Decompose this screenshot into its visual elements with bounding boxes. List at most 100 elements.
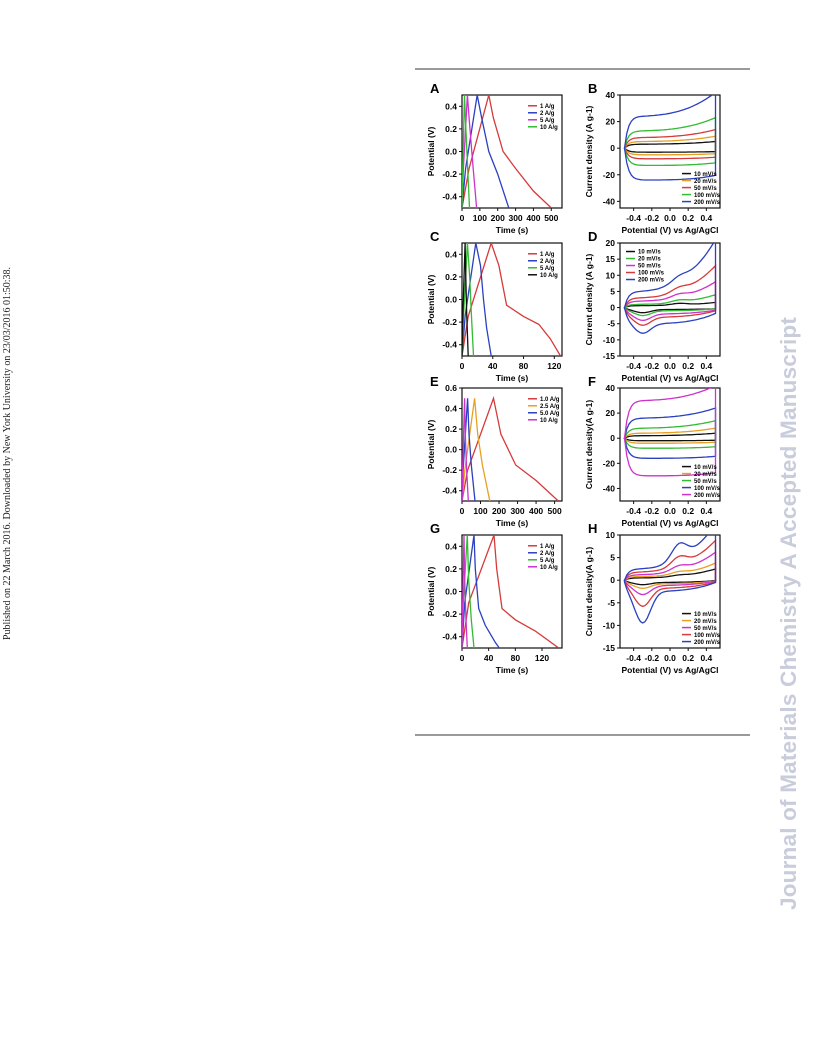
legend-label: 20 mV/s (694, 619, 717, 625)
y-tick-label: -10 (603, 620, 616, 630)
x-tick-label: 500 (544, 213, 558, 223)
x-tick-label: 40 (484, 653, 494, 663)
y-tick-label: 0.6 (445, 383, 457, 393)
y-tick-label: 10 (606, 530, 616, 540)
x-tick-label: 0.0 (664, 213, 676, 223)
series-line (462, 535, 468, 648)
legend-label: 10 mV/s (638, 250, 661, 256)
panel-b: B -0.4 -0.2 0.0 0.2 0.4 40 20 0 -20 -40 Potential (… (584, 81, 721, 235)
y-axis-label: Current density (A g-1) (584, 253, 594, 345)
y-tick-label: -10 (603, 335, 616, 345)
legend-label: 1.0 A/g (540, 397, 560, 403)
series-line (462, 398, 491, 501)
y-tick-label: -5 (607, 319, 615, 329)
y-tick-label: 20 (606, 408, 616, 418)
x-tick-label: 0.4 (700, 506, 712, 516)
y-tick-label: 0.4 (445, 249, 457, 259)
x-axis-label: Potential (V) vs Ag/AgCl (622, 225, 719, 235)
legend-label: 100 mV/s (694, 486, 721, 492)
y-tick-label: 0.2 (445, 124, 457, 134)
legend-label: 10 A/g (540, 125, 558, 131)
legend-label: 2 A/g (540, 259, 555, 265)
series-line (462, 243, 469, 356)
series-line (623, 535, 717, 624)
legend-label: 50 mV/s (694, 479, 717, 485)
x-tick-label: 0.2 (682, 213, 694, 223)
y-tick-label: 0 (610, 143, 615, 153)
x-tick-label: 0.0 (664, 653, 676, 663)
legend-label: 1 A/g (540, 544, 555, 550)
journal-watermark-text: Journal of Materials Chemistry A Accepte… (776, 316, 801, 910)
legend-label: 10 A/g (540, 273, 558, 279)
panel-h: H -0.4 -0.2 0.0 0.2 0.4 10 5 0 -5 -10 -15 Potential … (584, 521, 721, 675)
panel-letter: D (588, 229, 597, 244)
x-tick-label: 80 (511, 653, 521, 663)
x-tick-label: -0.2 (644, 653, 659, 663)
x-axis-label: Time (s) (496, 373, 529, 383)
y-axis-label: Potential (V) (426, 275, 436, 325)
series-line (462, 243, 492, 356)
series-line (462, 398, 469, 501)
panel-letter: A (430, 81, 440, 96)
y-tick-label: -0.4 (442, 340, 457, 350)
x-tick-label: 200 (491, 213, 505, 223)
x-tick-label: -0.4 (626, 506, 641, 516)
x-axis-label: Time (s) (496, 518, 529, 528)
y-axis-label: Potential (V) (426, 127, 436, 177)
download-watermark-text: Published on 22 March 2016. Downloaded b… (2, 266, 13, 640)
y-tick-label: -0.2 (442, 317, 457, 327)
y-tick-label: 0 (610, 303, 615, 313)
y-axis-label: Current density(A g-1) (584, 547, 594, 637)
y-tick-label: -20 (603, 458, 616, 468)
x-axis-label: Time (s) (496, 665, 529, 675)
legend-label: 200 mV/s (694, 640, 721, 646)
legend-label: 2.5 A/g (540, 404, 560, 410)
legend-label: 1 A/g (540, 104, 555, 110)
series-line (462, 535, 501, 648)
y-tick-label: -5 (607, 598, 615, 608)
legend-label: 10 mV/s (694, 465, 717, 471)
y-tick-label: 0.4 (445, 101, 457, 111)
plot-frame (461, 387, 563, 502)
x-axis-label: Potential (V) vs Ag/AgCl (622, 665, 719, 675)
panel-c: C 0 40 80 120 0.4 0.2 0.0 -0.2 -0.4 Time (s) Potent… (426, 229, 563, 383)
x-tick-label: -0.4 (626, 213, 641, 223)
plot-frame (619, 242, 721, 357)
x-tick-label: 0 (460, 213, 465, 223)
x-tick-label: -0.4 (626, 653, 641, 663)
x-tick-label: 300 (510, 506, 524, 516)
journal-watermark: Journal of Materials Chemistry A Accepte… (776, 140, 806, 910)
series-line (462, 535, 560, 648)
y-tick-label: 40 (606, 383, 616, 393)
bottom-rule (415, 734, 750, 736)
legend-label: 20 mV/s (638, 257, 661, 263)
x-tick-label: 0.2 (682, 653, 694, 663)
panel-letter: C (430, 229, 440, 244)
y-tick-label: 0.4 (445, 404, 457, 414)
y-tick-label: 5 (610, 553, 615, 563)
y-tick-label: 0.2 (445, 564, 457, 574)
y-tick-label: 0 (610, 433, 615, 443)
legend-label: 200 mV/s (638, 278, 665, 284)
y-tick-label: -40 (603, 196, 616, 206)
x-tick-label: 0.4 (700, 653, 712, 663)
y-tick-label: 0.2 (445, 272, 457, 282)
panel-f: F -0.4 -0.2 0.0 0.2 0.4 40 20 0 -20 -40 Potential (… (584, 374, 721, 528)
legend-label: 100 mV/s (638, 271, 665, 277)
y-tick-label: -0.2 (442, 609, 457, 619)
x-tick-label: -0.4 (626, 361, 641, 371)
x-tick-label: -0.2 (644, 213, 659, 223)
y-tick-label: -15 (603, 643, 616, 653)
legend-label: 200 mV/s (694, 200, 721, 206)
x-tick-label: 100 (473, 213, 487, 223)
x-tick-label: 500 (547, 506, 561, 516)
panel-letter: F (588, 374, 596, 389)
legend-label: 10 mV/s (694, 172, 717, 178)
panel-letter: G (430, 521, 440, 536)
legend-label: 5.0 A/g (540, 411, 560, 417)
series-line (462, 95, 510, 208)
x-tick-label: 0.2 (682, 506, 694, 516)
x-tick-label: 200 (492, 506, 506, 516)
legend-label: 10 mV/s (694, 612, 717, 618)
legend-label: 5 A/g (540, 558, 555, 564)
